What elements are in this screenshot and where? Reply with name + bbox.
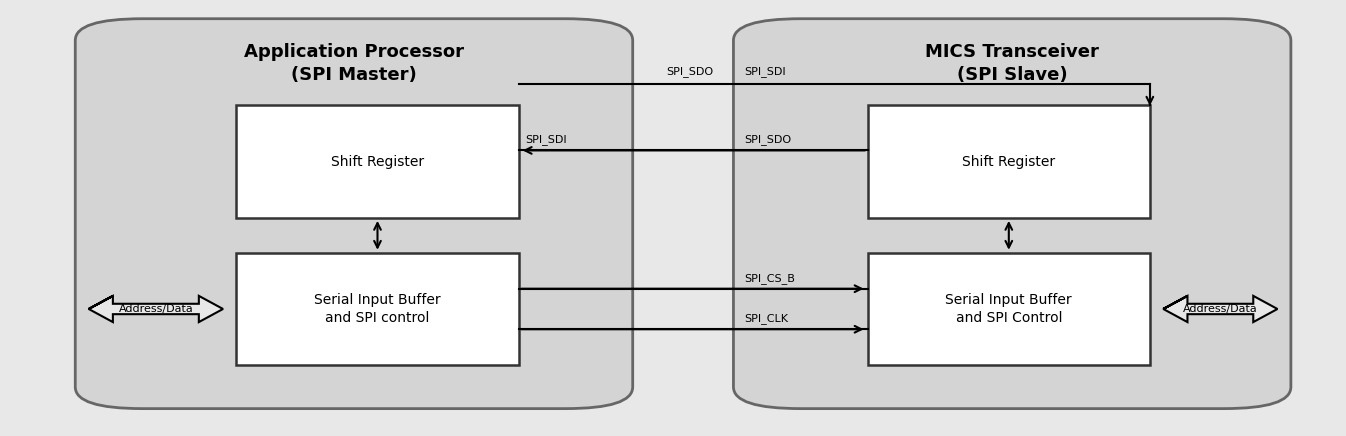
FancyBboxPatch shape: [75, 19, 633, 409]
Text: SPI_CS_B: SPI_CS_B: [744, 272, 795, 283]
Text: Shift Register: Shift Register: [962, 155, 1055, 169]
Text: MICS Transceiver
(SPI Slave): MICS Transceiver (SPI Slave): [925, 43, 1100, 84]
Text: SPI_SDI: SPI_SDI: [744, 66, 786, 77]
Text: SPI_SDO: SPI_SDO: [744, 134, 791, 145]
Polygon shape: [89, 296, 223, 322]
Bar: [868, 106, 1149, 218]
Bar: [237, 106, 518, 218]
Text: Shift Register: Shift Register: [331, 155, 424, 169]
Text: Serial Input Buffer
and SPI control: Serial Input Buffer and SPI control: [314, 293, 440, 325]
Text: Serial Input Buffer
and SPI Control: Serial Input Buffer and SPI Control: [945, 293, 1073, 325]
Text: Address/Data: Address/Data: [118, 304, 194, 314]
Bar: [868, 252, 1149, 365]
Text: SPI_SDO: SPI_SDO: [666, 66, 713, 77]
Polygon shape: [1163, 296, 1277, 322]
FancyBboxPatch shape: [734, 19, 1291, 409]
Bar: [237, 252, 518, 365]
Text: Address/Data: Address/Data: [1183, 304, 1257, 314]
Text: Application Processor
(SPI Master): Application Processor (SPI Master): [244, 43, 464, 84]
Text: SPI_CLK: SPI_CLK: [744, 313, 789, 324]
Text: SPI_SDI: SPI_SDI: [525, 134, 567, 145]
